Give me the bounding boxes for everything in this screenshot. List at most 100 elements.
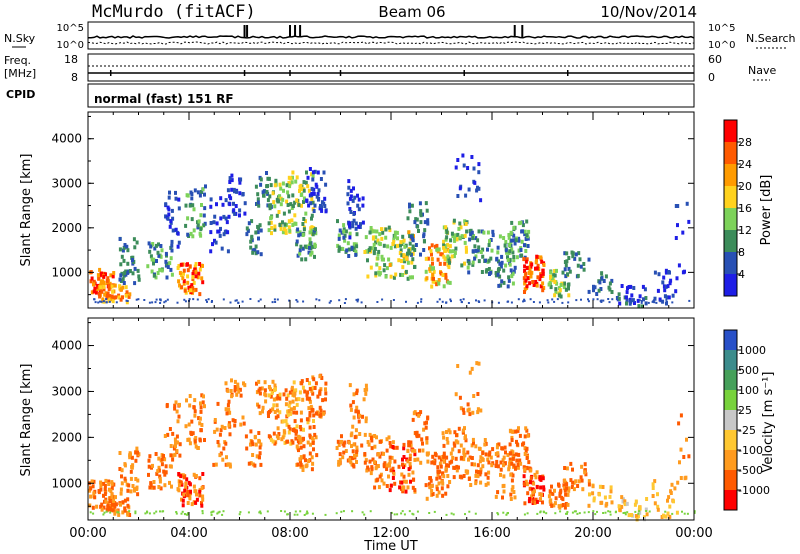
data-cell [189, 288, 193, 293]
data-cell [475, 299, 477, 302]
data-cell [109, 507, 113, 512]
data-cell [596, 298, 599, 301]
data-cell [194, 489, 198, 494]
data-cell [583, 511, 586, 514]
data-cell [372, 235, 376, 240]
data-cell [582, 267, 586, 272]
data-cell [189, 231, 193, 236]
data-cell [305, 198, 309, 203]
data-cell [437, 490, 441, 495]
data-cell [634, 510, 637, 513]
data-cell [580, 464, 584, 469]
data-cell [335, 446, 339, 450]
data-cell [324, 387, 327, 392]
data-cell [299, 193, 303, 197]
data-cell [337, 459, 341, 464]
data-cell [451, 447, 455, 452]
data-cell [385, 448, 389, 453]
data-cell [281, 220, 284, 225]
data-cell [573, 256, 577, 261]
data-cell [571, 467, 574, 472]
data-cell [388, 228, 392, 233]
data-cell [199, 405, 203, 410]
data-cell [351, 424, 355, 429]
data-cell [647, 301, 650, 304]
data-cell [285, 183, 289, 188]
data-cell [442, 243, 446, 248]
data-cell [302, 300, 305, 303]
data-cell [230, 378, 233, 383]
data-cell [517, 452, 521, 457]
data-cell [275, 434, 279, 439]
data-cell [289, 411, 293, 416]
data-cell [414, 217, 418, 222]
data-cell [425, 208, 429, 213]
data-cell [275, 403, 279, 408]
data-cell [293, 419, 297, 424]
data-cell [403, 257, 407, 262]
data-cell [507, 233, 511, 237]
data-cell [197, 271, 201, 276]
data-cell [405, 300, 407, 303]
data-cell [299, 445, 303, 450]
data-cell [166, 205, 170, 210]
data-cell [266, 176, 270, 181]
data-cell [664, 514, 668, 519]
data-cell [664, 284, 668, 289]
data-cell [316, 394, 320, 399]
data-cell [435, 484, 439, 489]
data-cell [198, 292, 202, 297]
data-cell [188, 482, 192, 487]
data-cell [480, 229, 484, 234]
data-cell [564, 502, 568, 506]
data-cell [642, 297, 645, 302]
data-cell [263, 388, 267, 393]
data-cell [302, 200, 305, 204]
data-cell [452, 513, 455, 516]
data-cell [294, 431, 298, 436]
data-cell [551, 298, 554, 301]
data-cell [321, 398, 325, 403]
data-cell [582, 262, 586, 266]
data-cell [587, 479, 591, 484]
data-cell [205, 299, 208, 302]
data-cell [250, 440, 254, 445]
data-cell [510, 438, 514, 442]
data-cell [523, 264, 527, 269]
data-cell [173, 403, 177, 408]
data-cell [199, 409, 203, 414]
beam-title: Beam 06 [378, 3, 445, 21]
data-cell [511, 250, 515, 255]
data-cell [442, 254, 446, 259]
y-tick-label: 1000 [51, 265, 82, 279]
data-cell [652, 299, 655, 302]
data-cell [125, 290, 129, 295]
data-cell [452, 218, 456, 223]
data-cell [459, 406, 463, 411]
data-cell [228, 410, 232, 415]
data-cell [477, 259, 481, 264]
data-cell [665, 298, 668, 301]
data-cell [276, 408, 279, 413]
data-cell [531, 490, 535, 495]
data-cell [143, 299, 146, 301]
data-cell [118, 451, 122, 455]
data-cell [273, 204, 277, 209]
data-cell [270, 226, 274, 230]
data-cell [376, 477, 380, 482]
data-cell [620, 504, 624, 509]
data-cell [102, 513, 105, 516]
data-cell [166, 298, 169, 301]
data-cell [164, 202, 168, 207]
data-cell [267, 410, 271, 414]
data-cell [516, 428, 520, 433]
data-cell [542, 485, 546, 490]
data-cell [306, 175, 310, 180]
data-cell [149, 244, 153, 249]
data-cell [249, 298, 252, 300]
data-cell [667, 495, 671, 500]
data-cell [184, 300, 187, 303]
data-cell [496, 250, 500, 255]
data-cell [545, 512, 548, 515]
data-cell [633, 502, 637, 507]
